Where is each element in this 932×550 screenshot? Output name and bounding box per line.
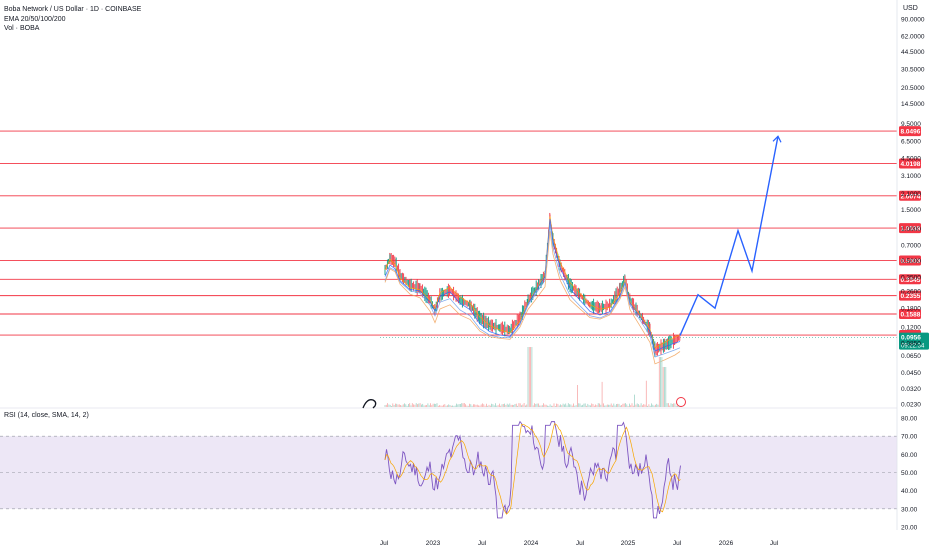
level-badge (899, 190, 921, 201)
event-flag-icon (676, 397, 686, 407)
horizontal-levels: 8.0496 4.0198 2.0074 1.0038 0.5003 0.3345 0.23… (0, 126, 929, 350)
rsi-tick-label: 80.00 (901, 416, 918, 423)
time-tick-label: 2026 (719, 540, 734, 547)
ema-line (384, 216, 681, 349)
price-tick-label: 0.5000 (901, 258, 921, 265)
price-tick-label: 0.3500 (901, 275, 921, 282)
time-tick-label: 2024 (524, 540, 539, 547)
rsi-tick-label: 70.00 (901, 434, 918, 441)
countdown-label: 09:22:34 (901, 344, 925, 350)
projection-arrow (772, 135, 782, 143)
time-tick-label: Jul (576, 540, 585, 547)
price-tick-label: 14.5000 (901, 101, 925, 108)
price-tick-label: 1.5000 (901, 207, 921, 214)
ema-line (384, 218, 681, 352)
rsi-tick-label: 20.00 (901, 525, 918, 532)
price-tick-label: 2.1000 (901, 191, 921, 198)
level-badge (899, 255, 921, 266)
level-badge-label: 0.1588 (901, 311, 921, 318)
ema-line (384, 231, 681, 365)
rsi-tick-label: 30.00 (901, 506, 918, 513)
chart-title: Boba Network / US Dollar · 1D · COINBASE (4, 6, 142, 13)
time-tick-label: Jul (673, 540, 682, 547)
level-badge (899, 158, 921, 169)
ema-indicator-label[interactable]: EMA 20/50/100/200 (4, 16, 66, 23)
volume-bars (384, 347, 686, 407)
tradingview-logo-icon (362, 399, 377, 409)
rsi-tick-label: 60.00 (901, 452, 918, 459)
projection-path (679, 135, 782, 336)
level-badge (899, 308, 921, 319)
price-tick-label: 0.0450 (901, 370, 921, 377)
time-axis: Jul 2023 Jul 2024 Jul 2025 Jul 2026 Jul (380, 540, 779, 547)
price-tick-label: 0.2600 (901, 289, 921, 296)
level-badge-label: 0.2355 (901, 293, 921, 300)
time-tick-label: 2023 (426, 540, 441, 547)
volume-indicator-label[interactable]: Vol · BOBA (4, 25, 40, 32)
rsi-tick-label: 40.00 (901, 488, 918, 495)
current-price-badge (899, 332, 929, 350)
price-tick-label: 0.0850 (901, 341, 921, 348)
rsi-panel (0, 407, 897, 519)
logo-mark (362, 399, 377, 409)
price-tick-label: 62.0000 (901, 34, 925, 41)
level-badge-label: 2.0074 (901, 193, 921, 200)
rsi-indicator-label[interactable]: RSI (14, close, SMA, 14, 2) (4, 412, 89, 419)
price-tick-label: 44.5000 (901, 49, 925, 56)
level-badge-label: 0.5003 (901, 258, 921, 265)
time-tick-label: Jul (380, 540, 389, 547)
level-badge-label: 8.0496 (901, 129, 921, 136)
level-badge-label: 1.0038 (901, 226, 921, 233)
price-tick-label: 3.1000 (901, 173, 921, 180)
price-tick-label: 6.5000 (901, 139, 921, 146)
current-price-label: 0.0956 (901, 335, 921, 342)
price-tick-label: 0.0320 (901, 386, 921, 393)
price-tick-label: 9.5000 (901, 121, 921, 128)
level-badge (899, 274, 921, 285)
ema-line (384, 224, 681, 358)
price-tick-label: 20.5000 (901, 85, 925, 92)
price-tick-label: 4.5000 (901, 156, 921, 163)
price-series (384, 212, 681, 365)
price-tick-label: 0.1200 (901, 325, 921, 332)
level-badge (899, 223, 921, 234)
level-badge-label: 0.3345 (901, 277, 921, 284)
price-tick-label: 0.0230 (901, 402, 921, 409)
time-tick-label: Jul (478, 540, 487, 547)
time-tick-label: Jul (770, 540, 779, 547)
level-badge-label: 4.0198 (901, 161, 921, 168)
rsi-tick-label: 50.00 (901, 470, 918, 477)
level-badge (899, 290, 921, 301)
rsi-line (384, 420, 681, 519)
price-axis: 90.0000 62.0000 44.5000 30.5000 20.5000 14.50… (896, 0, 925, 530)
price-tick-label: 1.0000 (901, 226, 921, 233)
price-tick-label: 90.0000 (901, 17, 925, 24)
price-tick-label: 0.0650 (901, 353, 921, 360)
time-tick-label: 2025 (621, 540, 636, 547)
rsi-band (0, 436, 897, 509)
price-tick-label: 30.5000 (901, 67, 925, 74)
rsi-sma-line (384, 423, 681, 515)
level-badge (899, 126, 921, 137)
price-tick-label: 0.1800 (901, 306, 921, 313)
price-tick-label: 0.7000 (901, 242, 921, 249)
rsi-axis: 80.00 70.00 60.00 50.00 40.00 30.00 20.00 (901, 416, 918, 532)
currency-label[interactable]: USD (903, 5, 918, 12)
projection-line (679, 136, 779, 336)
